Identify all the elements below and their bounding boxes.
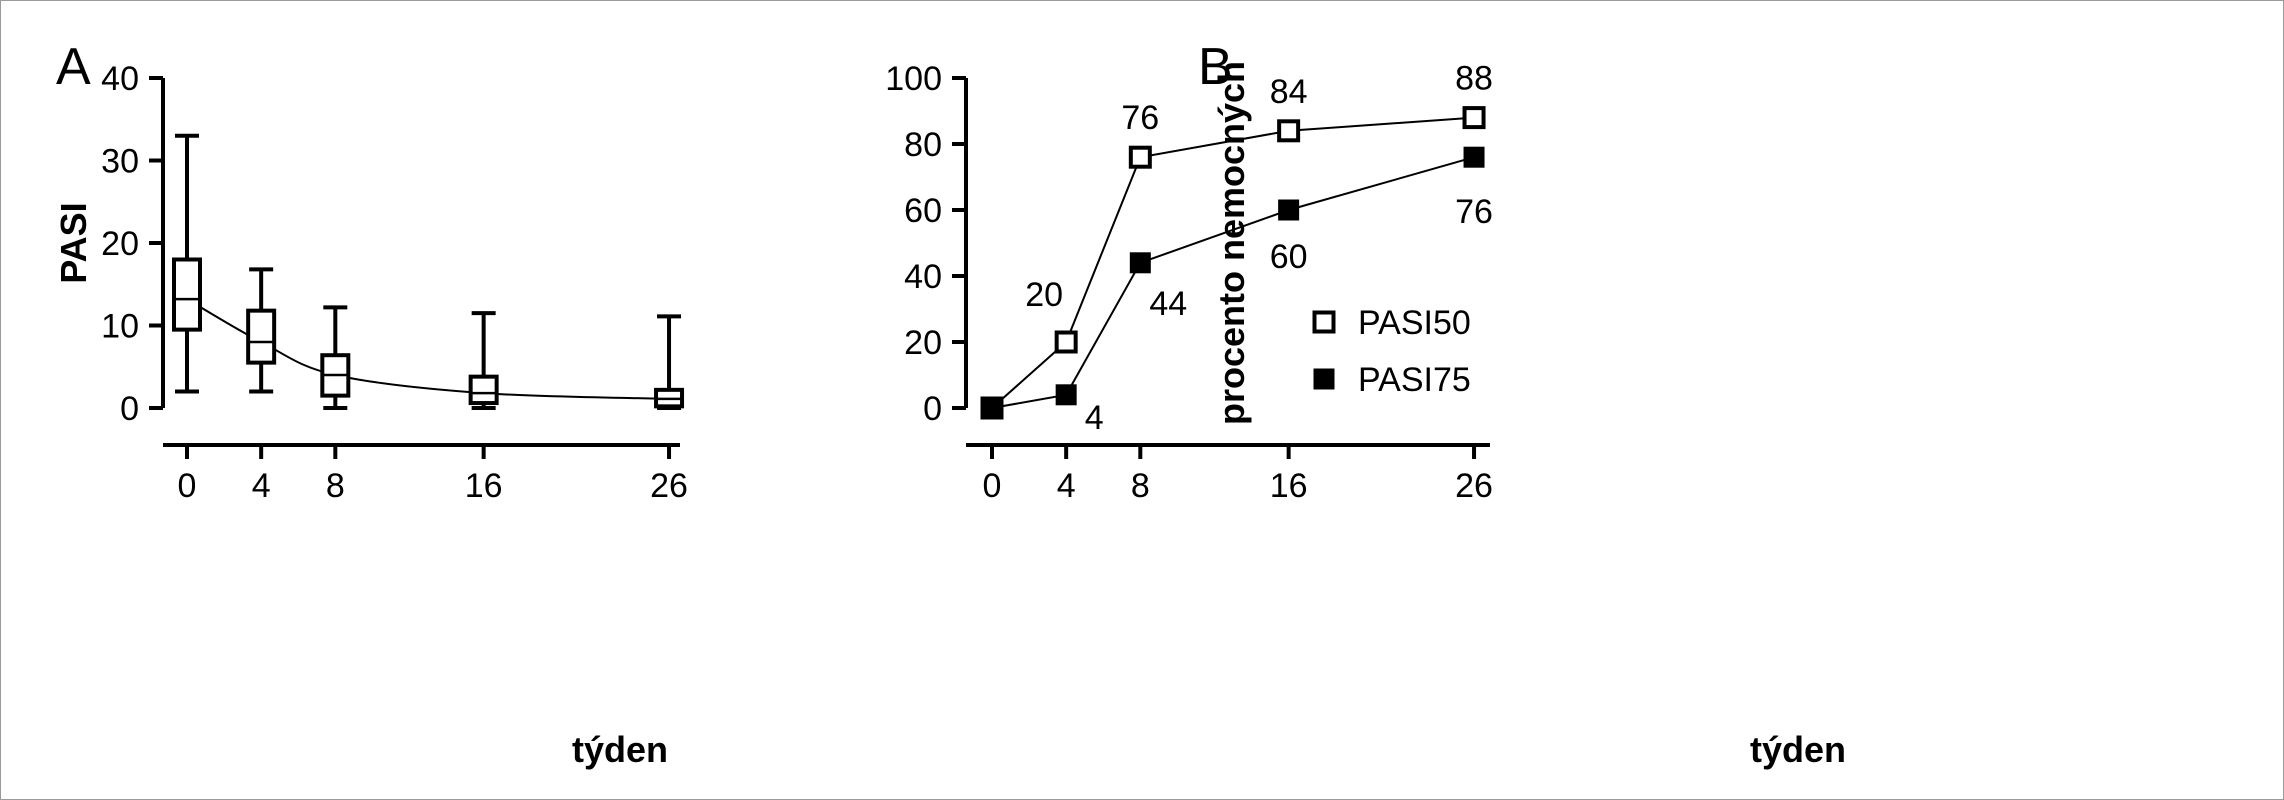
data-label: 84 bbox=[1270, 73, 1308, 111]
panel-a-x-tick-label: 26 bbox=[650, 467, 688, 505]
panel-a-x-tick-label: 4 bbox=[252, 467, 271, 505]
open-square-marker bbox=[1462, 106, 1486, 130]
panel-a-y-tick-label: 10 bbox=[101, 308, 139, 346]
data-label: 60 bbox=[1270, 238, 1308, 276]
panel-b-x-tick-label: 16 bbox=[1270, 467, 1308, 505]
data-label: 44 bbox=[1149, 285, 1187, 323]
panel-a-x-tick-label: 8 bbox=[326, 467, 345, 505]
panel-a-y-tick-label: 30 bbox=[101, 143, 139, 181]
filled-square-marker bbox=[981, 397, 1003, 419]
panel-b-y-tick-label: 80 bbox=[904, 126, 942, 164]
open-square-marker bbox=[1128, 145, 1152, 169]
panel-a: A 0 10 20 30 40 0 4 8 16 26 týden PASI bbox=[53, 38, 688, 770]
open-square-marker bbox=[1054, 330, 1078, 354]
box-plot-item bbox=[246, 267, 277, 394]
box bbox=[246, 308, 277, 365]
legend-label: PASI75 bbox=[1358, 361, 1471, 399]
panel-b-x-tick-label: 4 bbox=[1057, 467, 1076, 505]
series-pasi50: 20 76 84 88 bbox=[980, 60, 1493, 420]
filled-square-marker bbox=[1129, 252, 1151, 274]
legend-filled-square-icon bbox=[1313, 368, 1335, 390]
legend-label: PASI50 bbox=[1358, 304, 1471, 342]
panel-b-y-tick-label: 40 bbox=[904, 258, 942, 296]
panel-b-axes bbox=[964, 78, 1490, 447]
panel-b-x-ticks: 0 4 8 16 26 bbox=[983, 445, 1493, 505]
open-square-marker bbox=[1277, 119, 1301, 143]
filled-square-marker bbox=[1055, 384, 1077, 406]
box bbox=[468, 374, 499, 406]
panel-b-x-tick-label: 8 bbox=[1131, 467, 1150, 505]
legend-open-square-icon bbox=[1312, 310, 1336, 334]
panel-a-y-tick-label: 40 bbox=[101, 60, 139, 98]
panel-a-x-ticks: 0 4 8 16 26 bbox=[178, 445, 688, 505]
panel-b-y-tick-label: 100 bbox=[885, 60, 942, 98]
box-plot-item bbox=[468, 311, 499, 410]
data-label: 88 bbox=[1455, 60, 1493, 98]
box-plot-item bbox=[654, 314, 685, 410]
panel-a-x-tick-label: 16 bbox=[465, 467, 503, 505]
panel-a-letter: A bbox=[56, 38, 91, 96]
data-label: 76 bbox=[1121, 99, 1159, 137]
panel-b-y-tick-label: 20 bbox=[904, 324, 942, 362]
panel-a-y-tick-label: 20 bbox=[101, 225, 139, 263]
panel-a-axes bbox=[161, 78, 680, 447]
panel-b-y-axis-title: procento nemocných bbox=[1211, 61, 1252, 425]
panel-b-x-tick-label: 26 bbox=[1455, 467, 1493, 505]
panel-a-y-tick-label: 0 bbox=[120, 390, 139, 428]
data-label: 20 bbox=[1025, 276, 1063, 314]
panel-b-x-axis-title: týden bbox=[1750, 729, 1846, 770]
filled-square-marker bbox=[1278, 199, 1300, 221]
box bbox=[172, 257, 202, 332]
data-label: 4 bbox=[1085, 399, 1104, 437]
box-plot-item bbox=[172, 133, 202, 394]
panel-b-legend: PASI50 PASI75 bbox=[1312, 304, 1471, 399]
data-label: 76 bbox=[1455, 193, 1493, 231]
panel-a-x-tick-label: 0 bbox=[178, 467, 197, 505]
panel-a-y-ticks: 0 10 20 30 40 bbox=[101, 60, 163, 428]
panel-a-y-axis-title: PASI bbox=[53, 202, 94, 283]
panel-b-x-tick-label: 0 bbox=[983, 467, 1002, 505]
panel-b-y-tick-label: 60 bbox=[904, 192, 942, 230]
panel-a-boxes bbox=[172, 133, 685, 410]
filled-square-marker bbox=[1463, 146, 1485, 168]
box-plot-item bbox=[320, 305, 351, 410]
panel-b-letter: B bbox=[1198, 38, 1233, 96]
panel-a-x-axis-title: týden bbox=[572, 729, 668, 770]
panel-b-y-ticks: 0 20 40 60 80 100 bbox=[885, 60, 966, 428]
panel-b-y-tick-label: 0 bbox=[923, 390, 942, 428]
